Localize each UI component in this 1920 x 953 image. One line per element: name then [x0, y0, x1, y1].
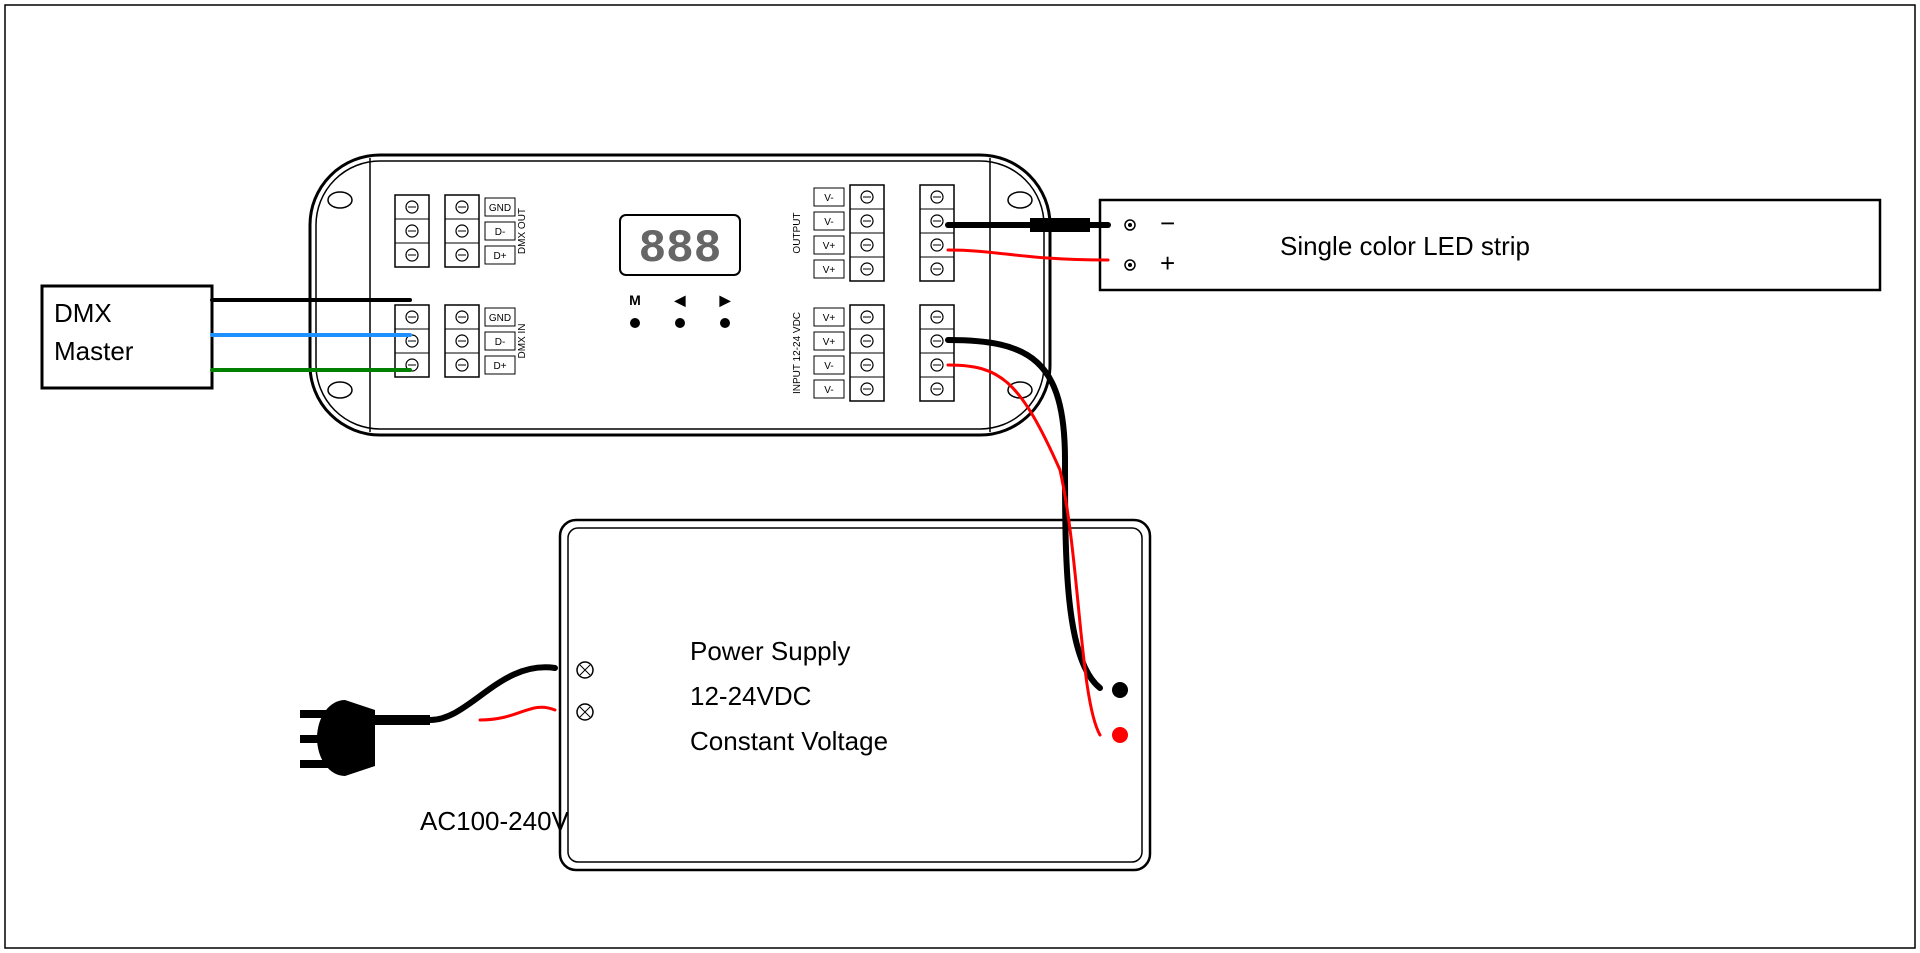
display-value: 888: [639, 223, 722, 275]
wiring-diagram: DMX Master GND D- D+ DMX OUT GND D- D+ DMX IN 888 M…: [0, 0, 1920, 953]
output-labels-lbl-1: V-: [824, 217, 833, 228]
wire-plug_red: [480, 707, 555, 720]
dmx-in-labels-lbl-1: D-: [495, 337, 506, 348]
ac-label: AC100-240V: [420, 806, 570, 836]
dmx-master-label-2: Master: [54, 336, 134, 366]
input-labels-lbl-3: V-: [824, 385, 833, 396]
controller-btn-2[interactable]: [720, 318, 730, 328]
psu-line2: 12-24VDC: [690, 681, 811, 711]
output-labels-lbl-0: V-: [824, 193, 833, 204]
dmx-out-labels-lbl-2: D+: [493, 251, 506, 262]
psu-line3: Constant Voltage: [690, 726, 888, 756]
controller-btn-label-1: ◀: [674, 292, 686, 308]
controller-btn-label-2: ▶: [719, 292, 732, 308]
dmx-master-label-1: DMX: [54, 298, 112, 328]
controller-btn-0[interactable]: [630, 318, 640, 328]
input-labels-lbl-2: V-: [824, 361, 833, 372]
output-labels-title: OUTPUT: [792, 212, 803, 253]
controller-btn-1[interactable]: [675, 318, 685, 328]
dmx-in-labels-lbl-0: GND: [489, 313, 511, 324]
psu-box: [560, 520, 1150, 870]
output-labels-lbl-3: V+: [823, 265, 836, 276]
input-labels-lbl-1: V+: [823, 337, 836, 348]
psu-dc-minus: [1112, 682, 1128, 698]
dmx-out-labels-title: DMX OUT: [517, 208, 528, 254]
controller-btn-label-0: M: [629, 292, 641, 308]
dmx-out-labels-lbl-0: GND: [489, 203, 511, 214]
mount-hole-2: [1008, 192, 1032, 208]
mount-hole-1: [328, 382, 352, 398]
psu-line1: Power Supply: [690, 636, 850, 666]
led-minus: −: [1160, 208, 1175, 238]
led-strip-label: Single color LED strip: [1280, 231, 1530, 261]
input-labels-title: INPUT 12-24 VDC: [792, 312, 803, 394]
heatshrink: [1030, 218, 1090, 232]
dmx-in-labels-lbl-2: D+: [493, 361, 506, 372]
input-labels-lbl-0: V+: [823, 313, 836, 324]
mount-hole-0: [328, 192, 352, 208]
led-plus: +: [1160, 248, 1175, 278]
output-labels-lbl-2: V+: [823, 241, 836, 252]
ac-prong-1: [300, 710, 340, 718]
wire-plug_black: [430, 667, 555, 720]
dmx-in-labels-title: DMX IN: [517, 324, 528, 359]
psu-dc-plus: [1112, 727, 1128, 743]
ac-prong-3: [300, 760, 340, 768]
ac-prong-2: [300, 735, 340, 743]
dmx-out-labels-lbl-1: D-: [495, 227, 506, 238]
